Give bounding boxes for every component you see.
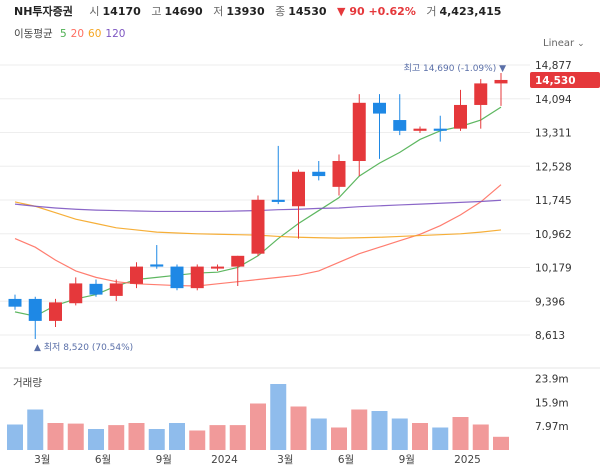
moving-average-legend: 이동평균 5 20 60 120 [14, 26, 125, 41]
volume-bar [47, 423, 64, 450]
high-value: 14690 [164, 5, 203, 18]
candle-body [251, 199, 265, 254]
volume-bar [452, 417, 469, 450]
candle-body [393, 120, 407, 131]
candle-body [69, 283, 83, 304]
x-tick-label: 6월 [338, 454, 354, 466]
candle-body [474, 83, 488, 105]
candle-body [312, 171, 326, 177]
volume-tick-label: 23.9m [535, 373, 569, 385]
candle-body [211, 266, 224, 269]
volume-bar [67, 423, 84, 450]
x-tick-label: 3월 [34, 454, 50, 466]
candle-body [373, 102, 386, 114]
x-tick-label: 9월 [156, 454, 172, 466]
candle-body [413, 128, 427, 131]
volume-tick-label: 15.9m [535, 397, 569, 409]
candle-body [150, 264, 164, 267]
high-annotation: 최고 14,690 (-1.09%) ▼ [404, 63, 506, 74]
candle-body [49, 302, 62, 321]
candle-body [433, 128, 447, 131]
scale-toggle[interactable]: Linear [543, 38, 585, 49]
candle-body [494, 79, 508, 84]
x-tick-label: 9월 [399, 454, 415, 466]
volume-bar [189, 430, 206, 450]
candle-body [271, 199, 285, 202]
volume-bar [27, 409, 44, 450]
close-value: 14530 [288, 5, 327, 18]
open-value: 14170 [102, 5, 141, 18]
low-annotation: ▲ 최저 8,520 (70.54%) [34, 342, 133, 353]
volume-bar [128, 423, 145, 450]
low-value: 13930 [226, 5, 265, 18]
current-price-label: 14,530 [535, 75, 576, 87]
price-header: NH투자증권 시 14170 고 14690 저 13930 종 14530 ▼ 90 … [14, 3, 501, 19]
volume-pane-label: 거래량 [13, 377, 42, 389]
candle-body [130, 266, 143, 284]
volume-bar [250, 403, 266, 450]
candle-body [231, 255, 245, 267]
stock-name: NH투자증권 [14, 5, 73, 18]
candle-body [292, 171, 305, 207]
x-tick-label: 2024 [211, 454, 238, 466]
open-label: 시 [89, 5, 100, 18]
price-tick-label: 10,962 [535, 229, 572, 241]
low-label: 저 [213, 5, 224, 18]
volume-label: 거 [426, 5, 437, 18]
volume-bar [310, 418, 327, 450]
change-value: ▼ 90 +0.62% [337, 5, 416, 18]
candle-body [8, 298, 22, 307]
current-price-tag [530, 71, 600, 88]
price-tick-label: 8,613 [535, 330, 565, 342]
price-tick-label: 10,179 [535, 263, 572, 275]
candle-body [109, 283, 123, 296]
candle-body [352, 102, 366, 161]
price-tick-label: 11,745 [535, 195, 572, 207]
volume-bar [371, 411, 388, 450]
x-tick-label: 3월 [277, 454, 293, 466]
price-tick-label: 14,094 [535, 94, 572, 106]
ma-5-label[interactable]: 5 [59, 28, 67, 40]
volume-bar [351, 409, 368, 450]
price-tick-label: 14,877 [535, 60, 572, 72]
ma-60-label[interactable]: 60 [88, 28, 102, 40]
candle-body [89, 283, 103, 295]
high-label: 고 [151, 5, 162, 18]
volume-bar [412, 423, 428, 450]
price-tick-label: 9,396 [535, 296, 565, 308]
volume-bar [148, 429, 165, 450]
volume-bar [391, 418, 408, 450]
price-tick-label: 12,528 [535, 161, 572, 173]
volume-bar [331, 427, 347, 450]
volume-bar [88, 429, 104, 450]
volume-bar [472, 424, 489, 450]
x-tick-label: 6월 [95, 454, 111, 466]
ma-line-20 [14, 184, 502, 287]
candle-body [28, 298, 42, 321]
ma-label: 이동평균 [14, 28, 53, 40]
ma-120-label[interactable]: 120 [105, 28, 126, 40]
price-tick-label: 13,311 [535, 128, 572, 140]
volume-bar [169, 423, 185, 450]
volume-bar [229, 425, 246, 450]
candle-body [454, 104, 467, 129]
volume-bar [7, 424, 23, 450]
candle-body [190, 266, 204, 289]
volume-bar [432, 427, 449, 450]
volume-tick-label: 7.97m [535, 421, 569, 433]
volume-value: 4,423,415 [439, 5, 502, 18]
volume-bar [209, 425, 226, 450]
volume-bar [290, 406, 307, 450]
ma-20-label[interactable]: 20 [70, 28, 85, 40]
volume-bar [270, 384, 287, 450]
x-tick-label: 2025 [454, 454, 481, 466]
volume-bar [108, 425, 125, 450]
candle-body [170, 266, 184, 289]
close-label: 종 [275, 5, 286, 18]
volume-bar [493, 436, 509, 450]
candle-body [332, 160, 346, 187]
